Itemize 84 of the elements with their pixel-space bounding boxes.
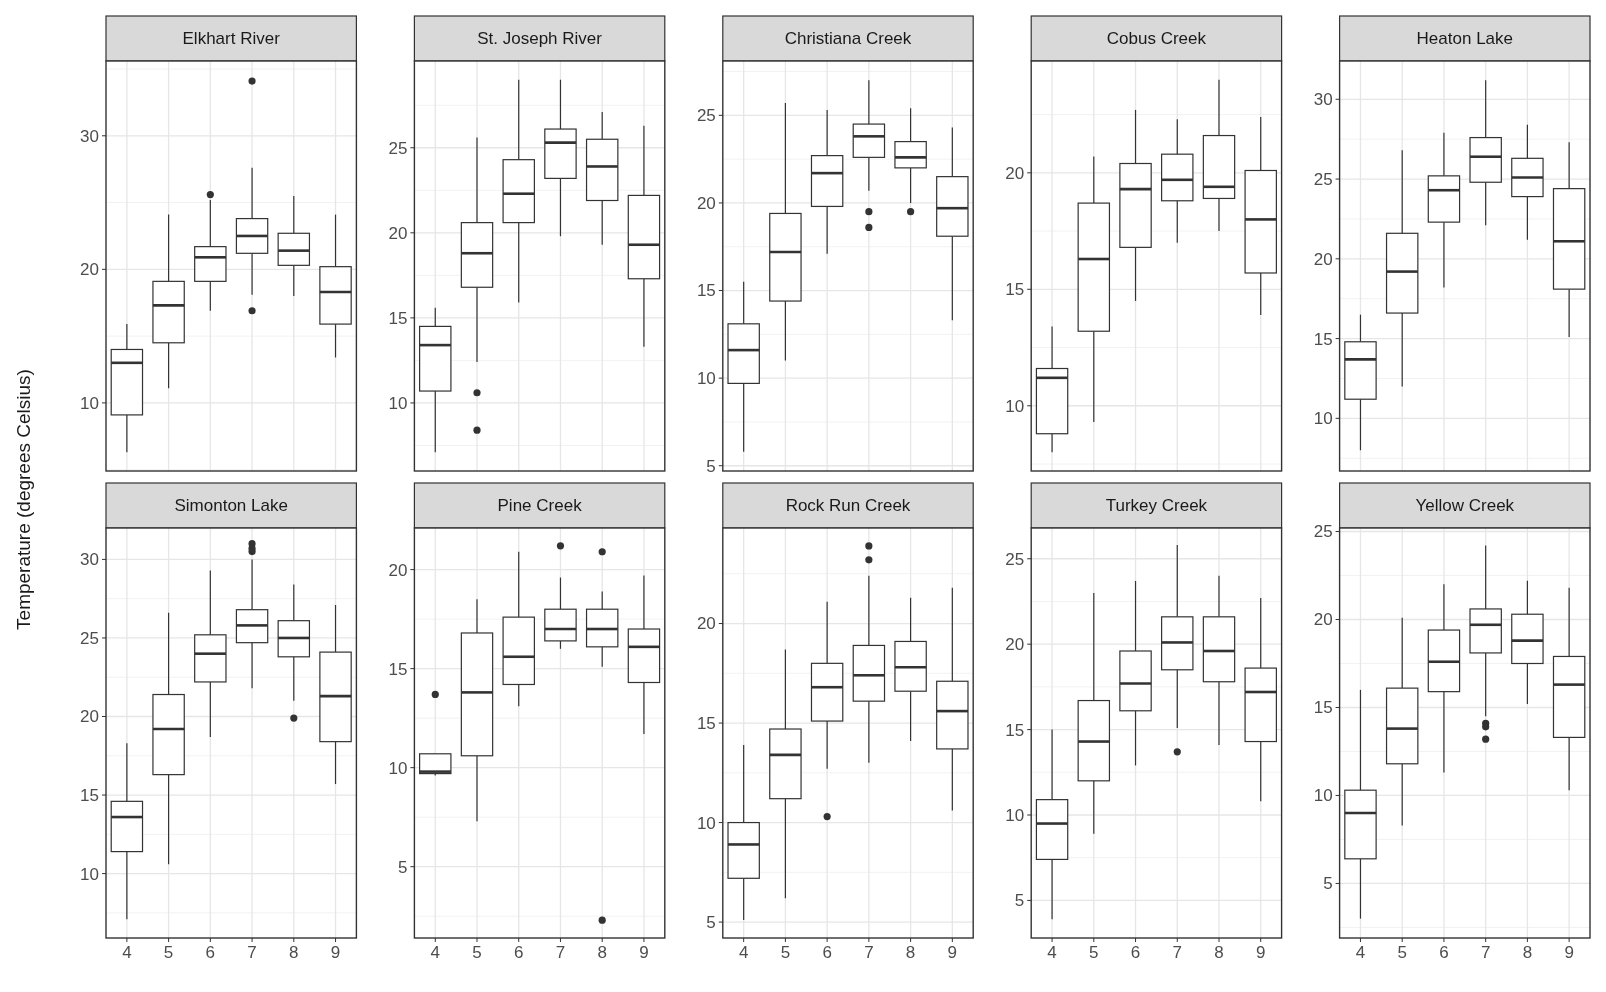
chart-title: Pine Creek — [497, 496, 583, 516]
x-tick-label: 6 — [1130, 943, 1141, 962]
y-tick-label: 5 — [706, 913, 716, 933]
chart-title: Heaton Lake — [1416, 29, 1513, 49]
x-tick-label: 8 — [1522, 943, 1533, 962]
y-tick-label: 15 — [80, 786, 99, 805]
x-tick-label: 4 — [430, 943, 440, 962]
y-tick-label: 5 — [397, 857, 408, 877]
y-tick-label: 20 — [388, 223, 408, 243]
x-tick-label: 6 — [514, 943, 524, 962]
x-tick-label: 8 — [289, 943, 299, 962]
y-tick-label: 20 — [1005, 635, 1025, 655]
y-tick-label: 15 — [388, 659, 408, 679]
x-tick-label: 5 — [780, 943, 791, 962]
y-tick-label: 25 — [80, 628, 99, 648]
x-tick-label: 4 — [738, 943, 749, 962]
y-tick-label: 25 — [696, 106, 716, 126]
y-tick-label: 20 — [80, 707, 99, 727]
y-tick-label: 15 — [696, 281, 716, 301]
x-tick-label: 9 — [1564, 943, 1574, 962]
y-tick-label: 10 — [1313, 409, 1333, 429]
x-tick-label: 7 — [1172, 943, 1182, 962]
y-tick-label: 30 — [80, 550, 99, 570]
y-tick-label: 20 — [388, 560, 408, 580]
y-tick-label: 15 — [1005, 720, 1025, 740]
x-tick-label: 8 — [1214, 943, 1224, 962]
y-tick-label: 15 — [388, 308, 408, 328]
y-tick-label: 20 — [1313, 249, 1333, 269]
x-tick-label: 8 — [905, 943, 916, 962]
y-tick-label: 15 — [696, 714, 716, 733]
y-tick-label: 20 — [1313, 610, 1333, 630]
chart-title: Yellow Creek — [1415, 496, 1515, 516]
chart-title: Turkey Creek — [1105, 496, 1208, 516]
y-tick-label: 10 — [388, 393, 408, 413]
y-tick-label: 15 — [1313, 698, 1333, 718]
x-tick-label: 6 — [822, 943, 832, 962]
y-axis-title: Temperature (degrees Celsius) — [13, 369, 34, 630]
y-tick-label: 25 — [1313, 522, 1333, 542]
x-tick-label: 7 — [864, 943, 874, 962]
y-tick-label: 30 — [80, 126, 99, 146]
x-tick-label: 9 — [947, 943, 958, 962]
x-tick-label: 5 — [163, 943, 174, 962]
y-tick-label: 10 — [80, 864, 99, 884]
y-tick-label: 10 — [1005, 396, 1025, 416]
y-tick-label: 25 — [1005, 549, 1025, 569]
y-tick-label: 15 — [1313, 329, 1333, 349]
x-tick-label: 4 — [1355, 943, 1366, 962]
y-tick-label: 10 — [696, 369, 716, 389]
x-tick-label: 9 — [1256, 943, 1266, 962]
y-tick-label: 20 — [80, 260, 99, 280]
y-tick-label: 20 — [696, 193, 716, 213]
x-tick-label: 9 — [330, 943, 341, 962]
y-tick-label: 30 — [1313, 90, 1333, 110]
y-tick-label: 5 — [1014, 891, 1025, 911]
x-tick-label: 5 — [1397, 943, 1407, 962]
y-tick-label: 5 — [1323, 874, 1333, 894]
x-tick-label: 8 — [597, 943, 607, 962]
y-tick-label: 20 — [1005, 163, 1025, 183]
x-tick-label: 4 — [1047, 943, 1057, 962]
y-tick-label: 10 — [1313, 786, 1333, 806]
x-tick-label: 4 — [122, 943, 132, 962]
x-tick-label: 9 — [639, 943, 649, 962]
y-tick-label: 25 — [388, 138, 408, 158]
y-tick-label: 20 — [696, 614, 716, 634]
chart-title: St. Joseph River — [477, 29, 603, 49]
y-tick-label: 15 — [1005, 280, 1025, 300]
chart-title: Christiana Creek — [784, 29, 912, 49]
y-tick-label: 10 — [388, 758, 408, 778]
y-tick-label: 10 — [1005, 805, 1025, 825]
x-tick-label: 6 — [205, 943, 216, 962]
y-tick-label: 10 — [80, 393, 99, 413]
x-tick-label: 7 — [555, 943, 566, 962]
x-tick-label: 5 — [472, 943, 482, 962]
chart-title: Rock Run Creek — [785, 496, 911, 516]
y-tick-label: 5 — [706, 456, 716, 476]
y-tick-label: 25 — [1313, 170, 1333, 189]
x-tick-label: 7 — [1480, 943, 1491, 962]
y-tick-label: 10 — [696, 813, 716, 833]
chart-title: Elkhart River — [182, 29, 281, 49]
x-tick-label: 7 — [247, 943, 257, 962]
x-tick-label: 5 — [1089, 943, 1099, 962]
chart-title: Simonton Lake — [174, 496, 288, 516]
x-tick-label: 6 — [1439, 943, 1449, 962]
chart-title: Cobus Creek — [1106, 29, 1207, 49]
